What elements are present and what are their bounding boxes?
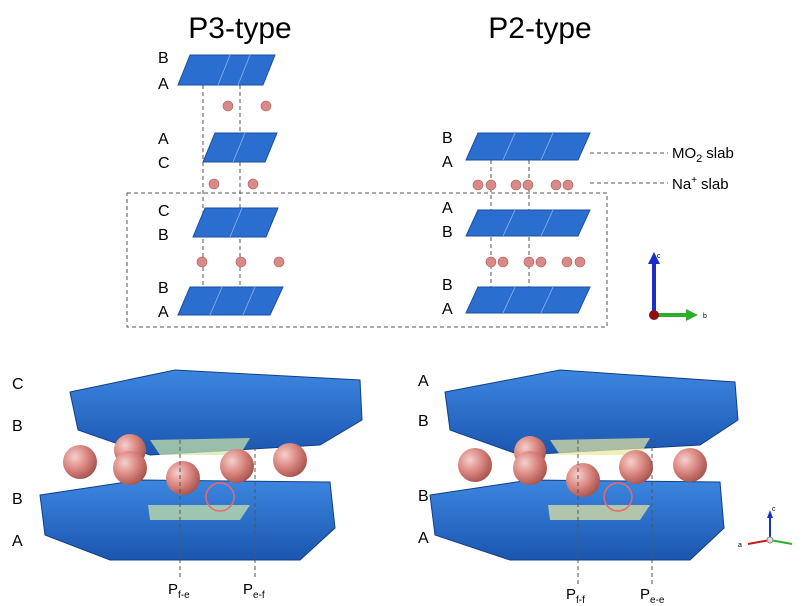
layer-label: A <box>158 304 169 321</box>
axis-a: a <box>738 542 742 549</box>
layer-label: C <box>158 203 170 220</box>
site-sub: f-f <box>576 595 585 606</box>
mo2-main: MO <box>672 145 696 162</box>
layer-label: B <box>442 277 453 294</box>
mo2-rest: slab <box>706 145 734 162</box>
na-label: Na+ slab <box>672 175 729 193</box>
layer-label: A <box>158 76 169 93</box>
axis-c: c <box>657 253 661 260</box>
site-label: Pf-f <box>566 586 585 606</box>
site-main: P <box>243 581 253 598</box>
top-axes: c b <box>648 252 707 321</box>
layer-label: C <box>12 376 24 393</box>
site-label: Pe-f <box>243 581 265 601</box>
mo2-sub: 2 <box>696 153 702 165</box>
layer-label: A <box>442 200 453 217</box>
figure: P3-type P2-type BAACCBBA BAABBA MO2slab … <box>0 0 802 606</box>
layer-label: A <box>12 533 23 550</box>
layer-label: B <box>418 488 429 505</box>
layer-label: B <box>158 227 169 244</box>
p3-title: P3-type <box>188 12 291 45</box>
layer-label: B <box>12 491 23 508</box>
na-sup: + <box>691 175 697 186</box>
layer-label: A <box>418 530 429 547</box>
layer-label: A <box>442 301 453 318</box>
axis-b: b <box>703 313 707 320</box>
layer-label: B <box>158 280 169 297</box>
layer-label: A <box>418 373 429 390</box>
p3-top-structure <box>178 55 284 315</box>
layer-label: A <box>158 131 169 148</box>
layer-label: C <box>158 155 170 172</box>
p2-bottom-structure <box>430 370 738 585</box>
site-main: P <box>640 586 650 603</box>
p2-top-structure <box>466 133 590 313</box>
site-sub: f-e <box>178 590 190 601</box>
site-label: Pe-e <box>640 586 665 606</box>
layer-label: B <box>158 50 169 67</box>
layer-label: B <box>442 224 453 241</box>
na-rest: slab <box>701 176 729 193</box>
p2-title: P2-type <box>488 12 591 45</box>
na-main: Na <box>672 176 692 193</box>
layer-label: B <box>12 418 23 435</box>
mo2-label: MO2 slab <box>672 145 734 165</box>
layer-label: A <box>442 154 453 171</box>
site-label: Pf-e <box>168 581 190 601</box>
site-main: P <box>168 581 178 598</box>
axis-c: c <box>772 506 776 513</box>
layer-label: B <box>418 413 429 430</box>
site-sub: e-e <box>650 595 665 606</box>
layer-label: B <box>442 130 453 147</box>
site-main: P <box>566 586 576 603</box>
p3-bottom-structure <box>40 370 362 580</box>
site-sub: e-f <box>253 590 265 601</box>
bottom-axes: c a <box>738 506 792 549</box>
